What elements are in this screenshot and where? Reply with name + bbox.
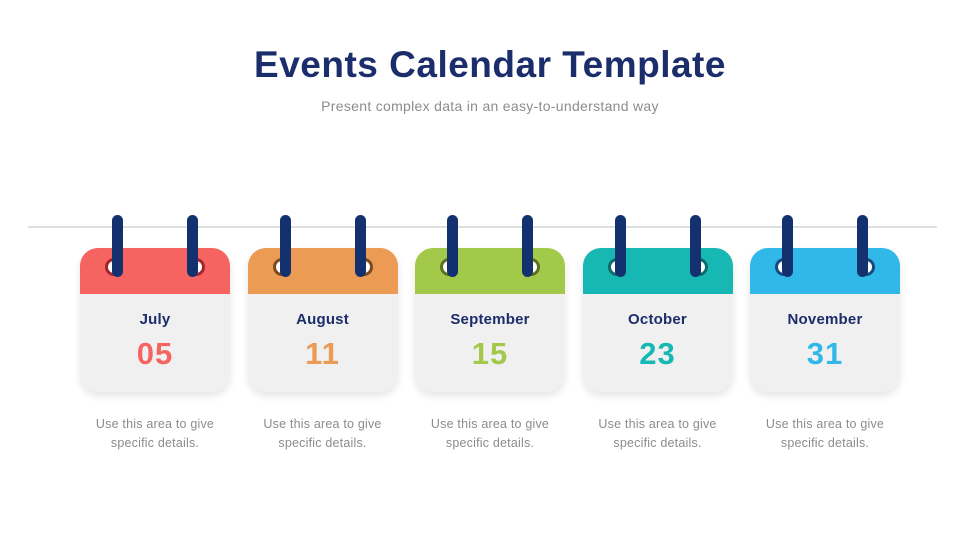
card-description: Use this area to give specific details.	[263, 417, 382, 451]
calendar-column-august: August 11 Use this area to give specific…	[247, 215, 398, 454]
hanger-peg-icon	[187, 215, 198, 277]
day-number: 31	[806, 336, 844, 371]
calendar-card-header	[415, 248, 565, 294]
calendar-card-body: October 23	[583, 294, 733, 372]
month-label: September	[450, 311, 530, 328]
day-number: 11	[305, 336, 340, 371]
hanger-peg-icon	[857, 215, 868, 277]
page-title: Events Calendar Template	[254, 44, 726, 85]
calendar-card: October 23	[582, 215, 733, 392]
calendar-card: July 05	[80, 215, 230, 392]
hanger-peg-icon	[354, 215, 366, 277]
calendar-card-body: November 31	[750, 294, 900, 372]
card-description: Use this area to give specific details.	[598, 417, 717, 451]
calendar-card-header	[750, 248, 900, 294]
calendar-column-september: September 15 Use this area to give speci…	[415, 215, 565, 454]
month-label: August	[296, 311, 349, 328]
calendar-card-body: September 15	[415, 294, 565, 372]
calendar-card-header	[80, 248, 230, 294]
calendar-column-july: July 05 Use this area to give specific d…	[80, 215, 230, 454]
card-description: Use this area to give specific details.	[95, 417, 215, 451]
month-label: November	[787, 311, 863, 328]
calendar-column-october: October 23 Use this area to give specifi…	[582, 215, 733, 454]
day-number: 05	[136, 336, 174, 371]
hanger-peg-icon	[279, 215, 291, 277]
hanger-peg-icon	[522, 215, 533, 277]
month-label: July	[139, 311, 171, 328]
calendar-card: November 31	[750, 215, 900, 392]
hanger-peg-icon	[447, 215, 458, 277]
hanger-peg-icon	[689, 215, 701, 277]
hanging-line	[28, 226, 937, 228]
calendar-cards-row: July 05 Use this area to give specific d…	[80, 215, 900, 454]
hanger-peg-icon	[614, 215, 626, 277]
hanger-peg-icon	[112, 215, 123, 277]
month-label: October	[628, 311, 687, 328]
calendar-column-november: November 31 Use this area to give specif…	[750, 215, 900, 454]
calendar-card: August 11	[247, 215, 398, 392]
calendar-card-body: August 11	[248, 294, 398, 372]
card-description: Use this area to give specific details.	[430, 417, 550, 451]
card-description: Use this area to give specific details.	[765, 417, 885, 451]
header-block: Events Calendar Template Present complex…	[0, 44, 980, 114]
calendar-card-header	[247, 248, 398, 294]
hanger-peg-icon	[782, 215, 793, 277]
calendar-card-body: July 05	[80, 294, 230, 372]
page-subtitle: Present complex data in an easy-to-under…	[321, 98, 659, 114]
calendar-card-header	[582, 248, 733, 294]
day-number: 23	[639, 336, 676, 371]
calendar-card: September 15	[415, 215, 565, 392]
day-number: 15	[471, 336, 509, 371]
